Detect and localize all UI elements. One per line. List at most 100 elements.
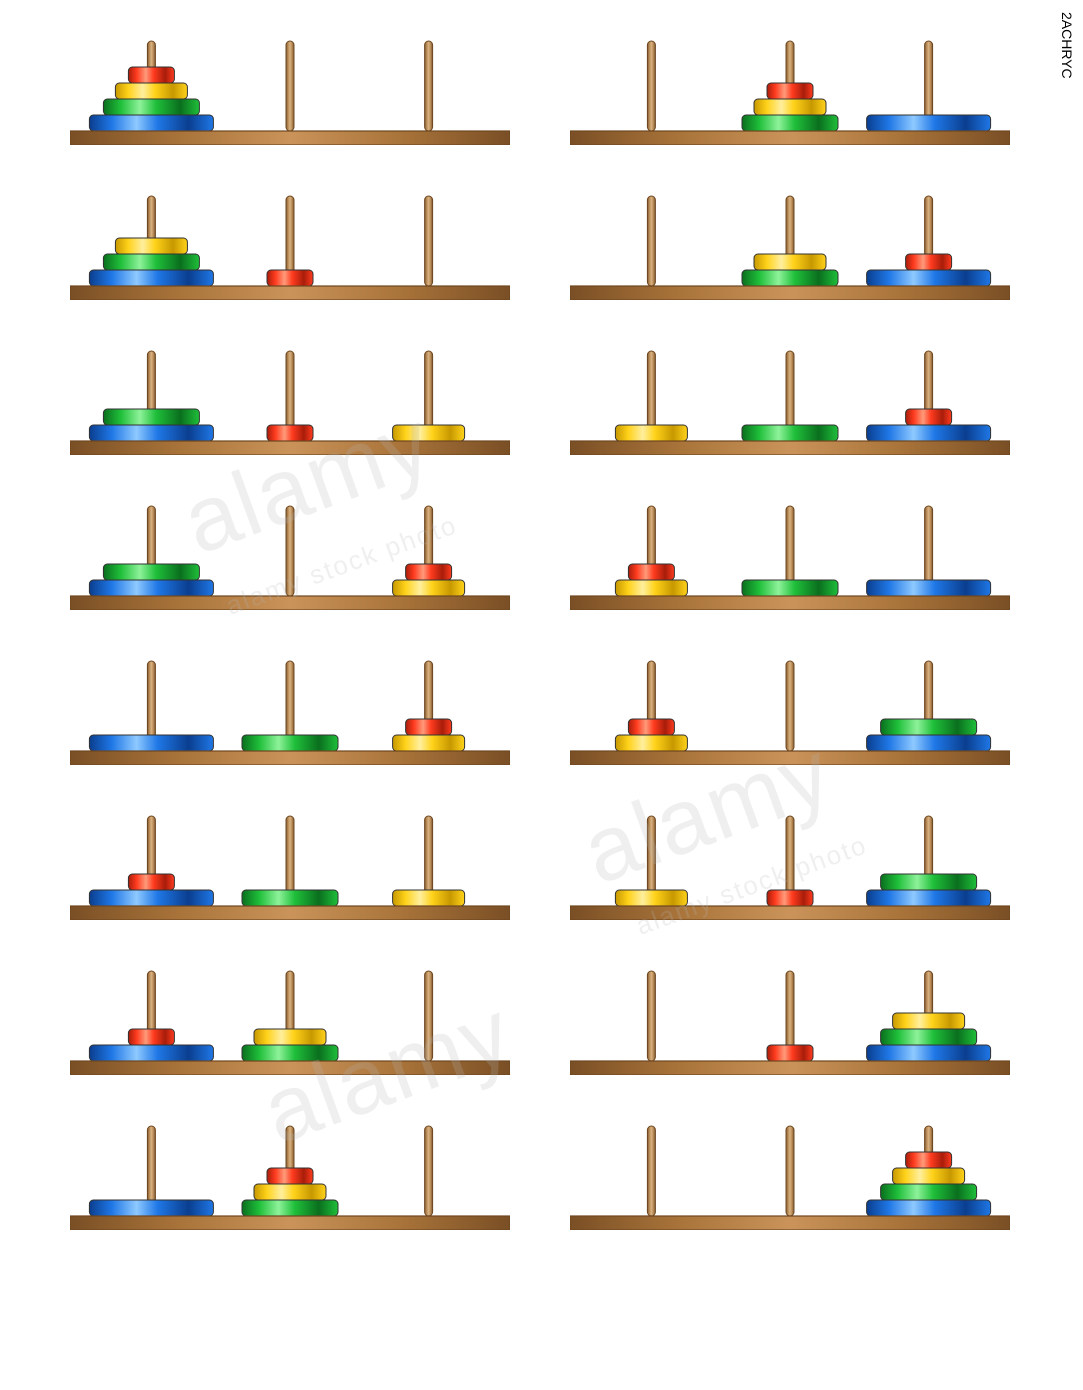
peg-0 (647, 196, 655, 286)
disk-size-3 (881, 1184, 977, 1200)
disk-size-4 (89, 1200, 213, 1216)
hanoi-step-10 (570, 340, 1010, 455)
disk-size-3 (742, 115, 838, 131)
disk-size-4 (89, 425, 213, 441)
peg-0 (647, 1126, 655, 1216)
hanoi-board (570, 30, 1010, 145)
disk-size-2 (615, 735, 687, 751)
hanoi-step-5 (70, 805, 510, 920)
hanoi-step-2 (70, 340, 510, 455)
base-plank (70, 286, 510, 300)
disk-size-1 (406, 719, 452, 735)
disk-size-2 (615, 425, 687, 441)
disk-size-4 (89, 890, 213, 906)
disk-size-4 (89, 735, 213, 751)
base-plank (570, 286, 1010, 300)
peg-2 (425, 1126, 433, 1216)
hanoi-step-15 (570, 1115, 1010, 1230)
disk-size-3 (881, 1029, 977, 1045)
disk-size-2 (393, 425, 465, 441)
hanoi-board (70, 30, 510, 145)
disk-size-1 (267, 425, 313, 441)
hanoi-board (570, 185, 1010, 300)
hanoi-board (70, 650, 510, 765)
peg-0 (647, 971, 655, 1061)
disk-size-3 (242, 735, 338, 751)
disk-size-1 (767, 890, 813, 906)
disk-size-1 (906, 409, 952, 425)
diagram-canvas: 2ACHRYC (0, 0, 1083, 1390)
disk-size-3 (742, 270, 838, 286)
disk-size-3 (881, 719, 977, 735)
hanoi-board (570, 960, 1010, 1075)
disk-size-2 (115, 83, 187, 99)
disk-size-4 (867, 735, 991, 751)
disk-size-3 (242, 1200, 338, 1216)
hanoi-board (70, 1115, 510, 1230)
disk-size-1 (767, 1045, 813, 1061)
hanoi-step-12 (570, 650, 1010, 765)
disk-size-2 (393, 735, 465, 751)
disk-size-1 (128, 67, 174, 83)
base-plank (70, 441, 510, 455)
disk-size-4 (89, 1045, 213, 1061)
hanoi-board (70, 340, 510, 455)
disk-size-4 (867, 580, 991, 596)
base-plank (70, 751, 510, 765)
peg-1 (786, 661, 794, 751)
disk-size-3 (103, 254, 199, 270)
disk-size-1 (628, 564, 674, 580)
disk-size-4 (89, 115, 213, 131)
base-plank (570, 1061, 1010, 1075)
disk-size-2 (615, 890, 687, 906)
peg-1 (286, 506, 294, 596)
disk-size-4 (867, 890, 991, 906)
disk-size-2 (393, 890, 465, 906)
disk-size-2 (754, 254, 826, 270)
disk-size-1 (406, 564, 452, 580)
disk-size-3 (881, 874, 977, 890)
disk-size-2 (115, 238, 187, 254)
disk-size-1 (128, 1029, 174, 1045)
hanoi-step-13 (570, 805, 1010, 920)
disk-size-1 (906, 1152, 952, 1168)
disk-size-3 (742, 580, 838, 596)
base-plank (570, 751, 1010, 765)
disk-size-2 (254, 1184, 326, 1200)
disk-size-4 (867, 270, 991, 286)
hanoi-step-4 (70, 650, 510, 765)
disk-size-3 (242, 890, 338, 906)
disk-size-2 (754, 99, 826, 115)
disk-size-4 (867, 425, 991, 441)
base-plank (570, 1216, 1010, 1230)
hanoi-board (70, 960, 510, 1075)
image-id-code: 2ACHRYC (1059, 12, 1075, 79)
disk-size-1 (628, 719, 674, 735)
hanoi-step-3 (70, 495, 510, 610)
disk-size-4 (867, 115, 991, 131)
base-plank (570, 906, 1010, 920)
peg-1 (286, 41, 294, 131)
disk-size-2 (615, 580, 687, 596)
hanoi-board (570, 1115, 1010, 1230)
hanoi-board (570, 495, 1010, 610)
disk-size-3 (103, 409, 199, 425)
hanoi-board (570, 650, 1010, 765)
base-plank (70, 1216, 510, 1230)
base-plank (570, 131, 1010, 145)
hanoi-step-6 (70, 960, 510, 1075)
base-plank (570, 441, 1010, 455)
disk-size-4 (89, 580, 213, 596)
peg-2 (425, 971, 433, 1061)
peg-2 (425, 41, 433, 131)
disk-size-4 (867, 1045, 991, 1061)
base-plank (70, 1061, 510, 1075)
hanoi-board (70, 495, 510, 610)
disk-size-3 (103, 564, 199, 580)
disk-size-1 (767, 83, 813, 99)
disk-size-3 (103, 99, 199, 115)
base-plank (70, 596, 510, 610)
base-plank (70, 906, 510, 920)
disk-size-1 (128, 874, 174, 890)
disk-size-3 (742, 425, 838, 441)
